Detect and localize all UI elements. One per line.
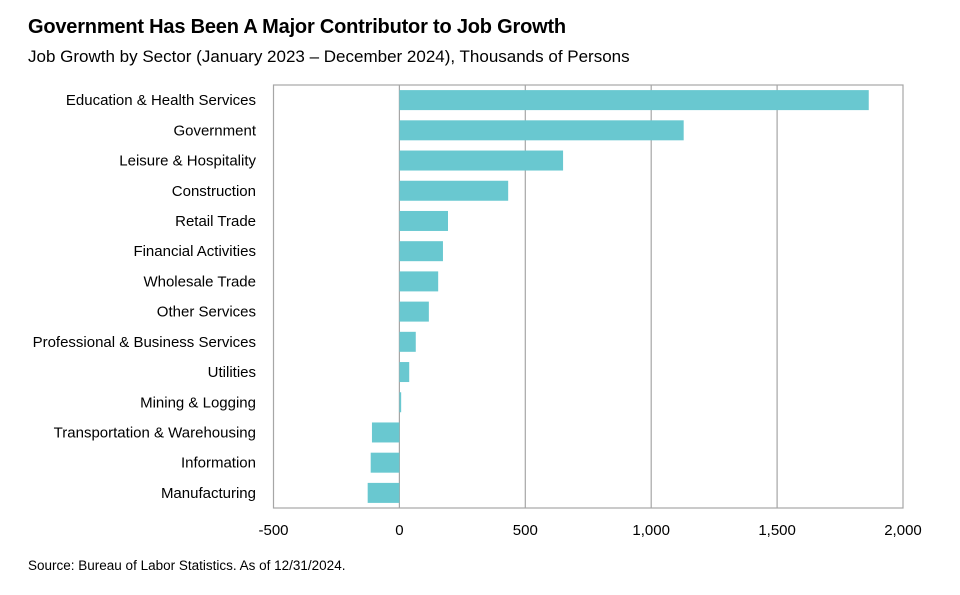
category-label: Information: [181, 455, 256, 472]
bar: [399, 362, 410, 383]
chart-title: Government Has Been A Major Contributor …: [28, 16, 566, 38]
bar: [399, 180, 509, 201]
category-label: Professional & Business Services: [33, 334, 256, 351]
category-label: Utilities: [208, 364, 256, 381]
source-note: Source: Bureau of Labor Statistics. As o…: [28, 558, 346, 573]
bar: [399, 120, 684, 141]
plot-frame: [272, 84, 904, 509]
bar: [399, 271, 439, 292]
bar: [367, 482, 400, 503]
category-label: Government: [173, 122, 256, 139]
x-tick-label: 1,500: [758, 522, 796, 539]
category-label: Leisure & Hospitality: [119, 153, 256, 170]
category-label: Wholesale Trade: [143, 273, 256, 290]
x-tick-label: 2,000: [884, 522, 922, 539]
bar: [399, 90, 869, 111]
category-label: Education & Health Services: [66, 92, 256, 109]
x-tick-label: 500: [513, 522, 538, 539]
bar: [399, 150, 564, 171]
bar: [399, 241, 443, 262]
bar: [399, 331, 416, 352]
chart-subtitle: Job Growth by Sector (January 2023 – Dec…: [28, 47, 630, 66]
bar: [399, 210, 448, 231]
bar: [371, 422, 400, 443]
x-tick-label: 1,000: [632, 522, 670, 539]
bar: [399, 301, 429, 322]
category-label: Manufacturing: [161, 485, 256, 502]
category-label: Mining & Logging: [140, 394, 256, 411]
bar: [399, 392, 402, 413]
category-label: Transportation & Warehousing: [54, 424, 256, 441]
x-tick-label: -500: [258, 522, 288, 539]
x-tick-label: 0: [395, 522, 403, 539]
category-label: Financial Activities: [133, 243, 256, 260]
category-label: Construction: [172, 183, 256, 200]
category-label: Retail Trade: [175, 213, 256, 230]
bar: [370, 452, 400, 473]
category-label: Other Services: [157, 304, 256, 321]
